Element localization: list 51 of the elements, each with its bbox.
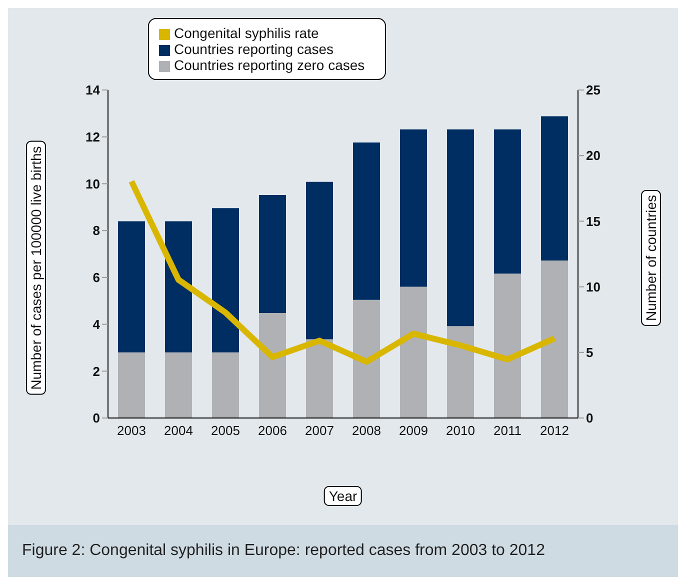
bar <box>494 274 521 418</box>
bar <box>541 260 568 418</box>
y-axis-title: Number of cases per 100000 live births <box>26 141 46 395</box>
x-axis-title: Year <box>324 486 362 506</box>
x-tick-label: 2011 <box>494 423 522 438</box>
bar <box>212 208 239 352</box>
y-tick-label: 6 <box>92 270 100 286</box>
x-tick-label: 2006 <box>258 423 287 438</box>
bar <box>447 129 474 326</box>
bar <box>259 313 286 418</box>
bar <box>165 221 192 352</box>
x-tick-label: 2004 <box>164 423 193 438</box>
bar <box>447 326 474 418</box>
y-tick-label: 12 <box>86 129 100 144</box>
bar <box>212 352 239 418</box>
bar <box>400 129 427 287</box>
x-tick-label: 2005 <box>211 423 240 438</box>
bar <box>353 300 380 418</box>
bar <box>400 286 427 418</box>
y-tick-label: 14 <box>86 82 101 98</box>
y-tick-label: 8 <box>92 223 100 238</box>
y2-tick-label: 20 <box>586 148 600 164</box>
text: Figure 2: Congenital syphilis in Europe: reported cases from 2003 to 2012 <box>8 525 678 577</box>
y2-tick-label: 10 <box>586 279 600 294</box>
y2-axis-title: Number of countries <box>641 190 661 326</box>
legend-label: Congenital syphilis rate <box>174 25 319 41</box>
bar <box>494 129 521 274</box>
legend-label: Countries reporting cases <box>174 41 334 57</box>
y2-tick-label: 0 <box>586 410 594 426</box>
bar <box>259 194 286 314</box>
y2-tick-label: 5 <box>586 345 594 360</box>
y-tick-label: 2 <box>92 364 100 379</box>
y-tick-label: 4 <box>92 316 101 332</box>
bar <box>118 352 145 418</box>
x-tick-label: 2010 <box>446 423 475 438</box>
bar <box>306 182 333 340</box>
bar <box>118 221 145 352</box>
x-tick-label: 2007 <box>305 423 334 438</box>
x-tick-label: 2012 <box>540 423 569 438</box>
x-tick-label: 2008 <box>352 423 381 438</box>
x-tick-label: 2009 <box>399 423 428 438</box>
legend-label: Countries reporting zero cases <box>174 57 365 73</box>
bar <box>306 339 333 418</box>
y-tick-label: 10 <box>86 176 100 192</box>
y-tick-label: 0 <box>92 410 100 426</box>
bar <box>353 142 380 300</box>
bar <box>165 352 192 418</box>
y2-tick-label: 25 <box>586 82 600 98</box>
x-tick-label: 2003 <box>117 423 146 438</box>
y2-tick-label: 15 <box>586 214 600 229</box>
bar <box>541 116 568 261</box>
